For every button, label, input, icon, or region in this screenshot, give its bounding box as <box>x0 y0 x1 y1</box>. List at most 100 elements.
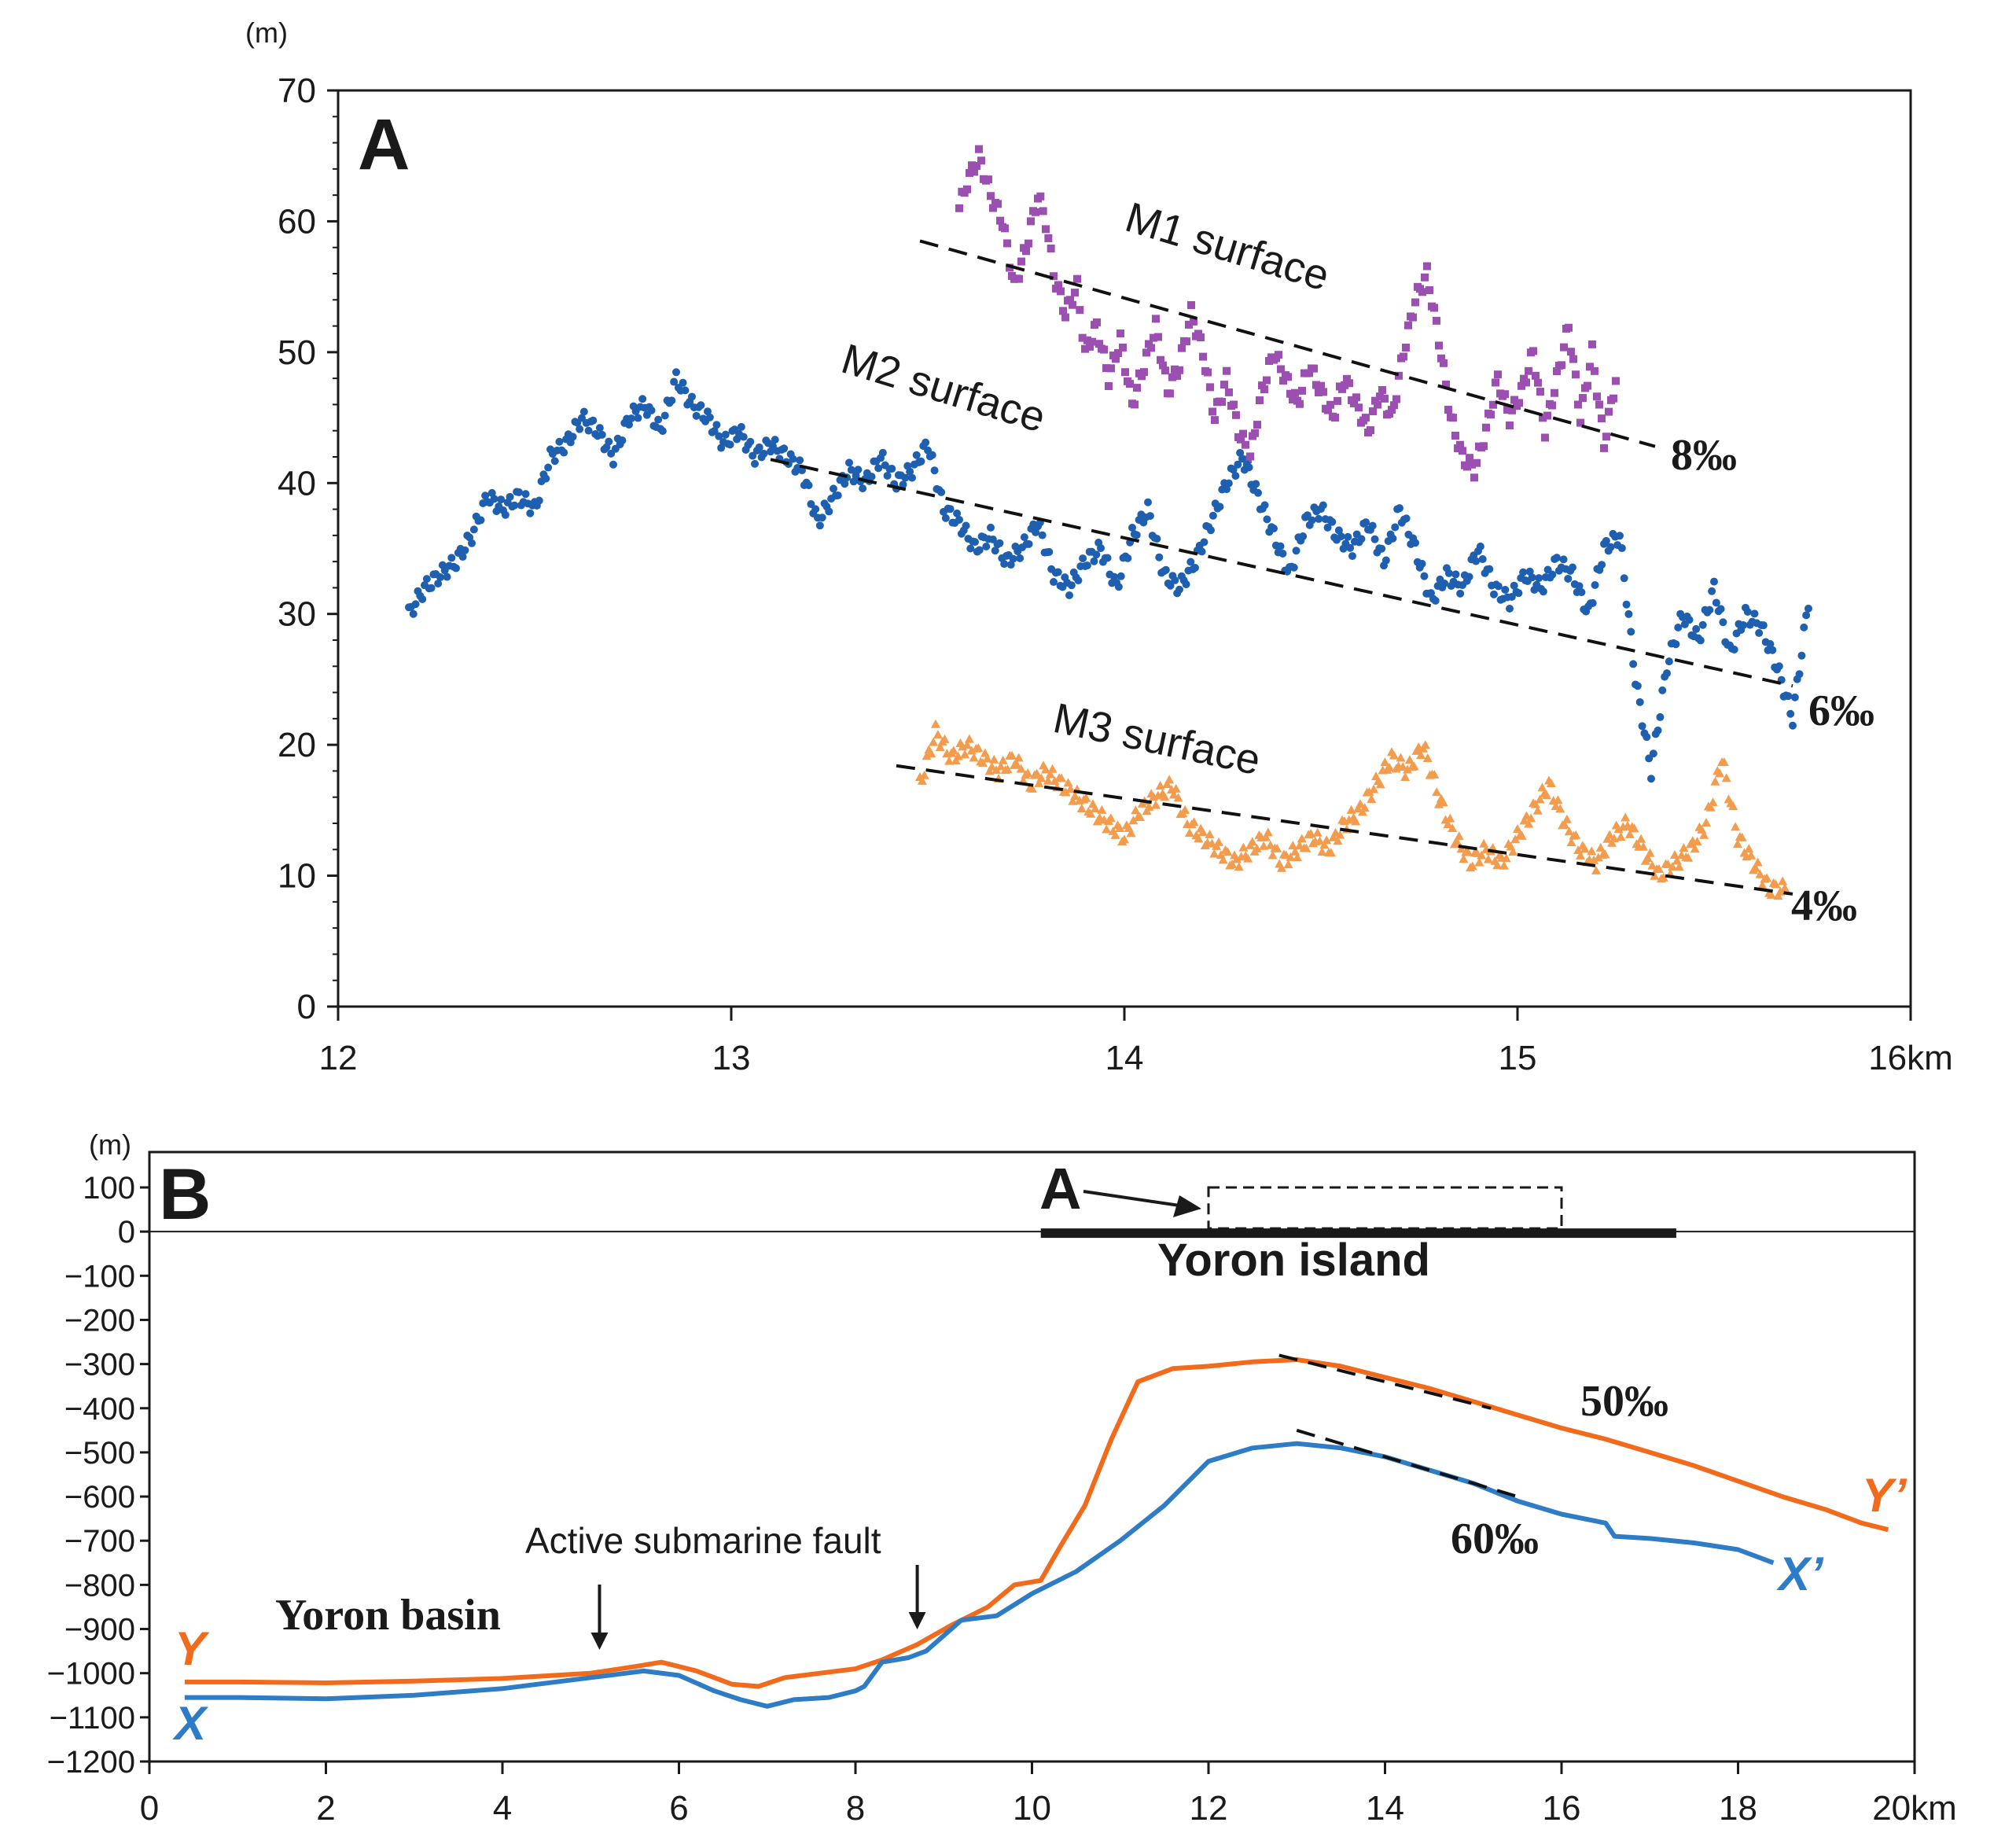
a-point <box>1057 773 1066 782</box>
a-point <box>1551 388 1558 397</box>
a-point <box>1530 799 1540 808</box>
a-point <box>555 437 564 446</box>
a-point <box>542 474 550 483</box>
a-point <box>1293 852 1302 862</box>
a-point <box>1283 860 1293 869</box>
a-point <box>1535 794 1545 804</box>
a-point <box>1480 442 1488 451</box>
a-point <box>1553 367 1561 376</box>
a-point <box>1593 392 1601 401</box>
a-point <box>1402 343 1410 352</box>
a-point <box>1375 779 1385 789</box>
a-point <box>1715 768 1725 778</box>
a-point <box>811 505 820 514</box>
a-point <box>1364 787 1374 797</box>
a-point <box>1232 410 1240 419</box>
a-point <box>1465 572 1473 581</box>
a-point <box>506 492 514 501</box>
a-point <box>1437 354 1445 363</box>
a-point <box>1548 401 1556 410</box>
a-point <box>1705 606 1714 614</box>
a-point <box>1532 371 1540 380</box>
a-point <box>1668 861 1678 871</box>
a-series-m3-surface <box>915 719 1790 900</box>
a-point <box>1225 388 1233 396</box>
series-y-start-label: Y <box>175 1622 210 1675</box>
a-point <box>1270 524 1278 532</box>
a-point <box>1305 369 1313 377</box>
a-point <box>1600 444 1608 452</box>
a-point <box>912 451 921 459</box>
a-point <box>906 467 914 476</box>
a-point <box>1208 511 1217 520</box>
a-point <box>1633 682 1642 690</box>
a-point <box>1326 848 1336 857</box>
a-point <box>1572 370 1580 379</box>
a-point <box>1050 776 1060 786</box>
a-point <box>1070 791 1080 801</box>
a-point <box>1584 381 1591 390</box>
a-point <box>1588 340 1596 348</box>
a-point <box>1766 640 1775 649</box>
a-point <box>1252 843 1262 852</box>
a-point <box>964 734 974 743</box>
a-point <box>760 449 768 458</box>
panel-b-frame <box>148 1150 1916 1763</box>
a-point <box>660 411 669 420</box>
a-point <box>1580 844 1590 853</box>
a-point <box>1569 355 1577 363</box>
a-point <box>1622 600 1631 609</box>
a-point <box>1171 783 1181 793</box>
a-point <box>1759 621 1768 630</box>
a-point <box>878 448 887 457</box>
a-point <box>1708 797 1718 807</box>
a-point <box>443 572 451 581</box>
a-point <box>1016 764 1026 773</box>
a-point <box>1444 569 1453 577</box>
a-point <box>1565 323 1573 332</box>
a-point <box>1775 662 1783 671</box>
basin-arrow-head <box>590 1633 609 1650</box>
a-point <box>436 573 444 582</box>
m3-surface-label: M3 surface <box>1050 694 1265 784</box>
a-point <box>1107 364 1115 373</box>
a-point <box>1171 576 1179 584</box>
a-point <box>1665 657 1673 666</box>
a-point <box>1442 380 1450 388</box>
a-point <box>1663 669 1671 678</box>
a-point <box>1247 837 1257 846</box>
a-point <box>434 580 443 588</box>
a-point <box>1432 787 1442 797</box>
a-point <box>989 754 999 764</box>
a-point <box>1587 846 1597 856</box>
a-y-tick-label: 20 <box>278 726 316 764</box>
a-point <box>1591 366 1598 375</box>
a-point <box>1654 726 1662 734</box>
a-point <box>1303 511 1312 520</box>
b-trendline <box>1296 1428 1518 1498</box>
a-point <box>1420 572 1429 580</box>
a-point <box>1636 834 1646 843</box>
a-point <box>883 471 892 480</box>
a-point <box>490 495 498 503</box>
a-point <box>1650 871 1660 880</box>
a-point <box>1797 651 1806 660</box>
slope-4-label: 4‰ <box>1791 882 1857 930</box>
a-point <box>1402 514 1411 523</box>
a-point <box>1381 556 1390 565</box>
b-x-tick-label: 4 <box>493 1789 512 1828</box>
a-point <box>1692 837 1702 846</box>
a-point <box>1206 383 1214 392</box>
a-point <box>908 473 916 482</box>
a-point <box>1335 830 1345 839</box>
a-point <box>1674 624 1683 632</box>
a-point <box>1144 498 1152 506</box>
a-point <box>935 742 945 751</box>
a-point <box>1061 313 1069 322</box>
a-point <box>1762 873 1772 882</box>
a-point <box>589 416 598 425</box>
a-point <box>1369 407 1377 416</box>
a-point <box>1499 860 1509 870</box>
a-point <box>1333 836 1343 845</box>
